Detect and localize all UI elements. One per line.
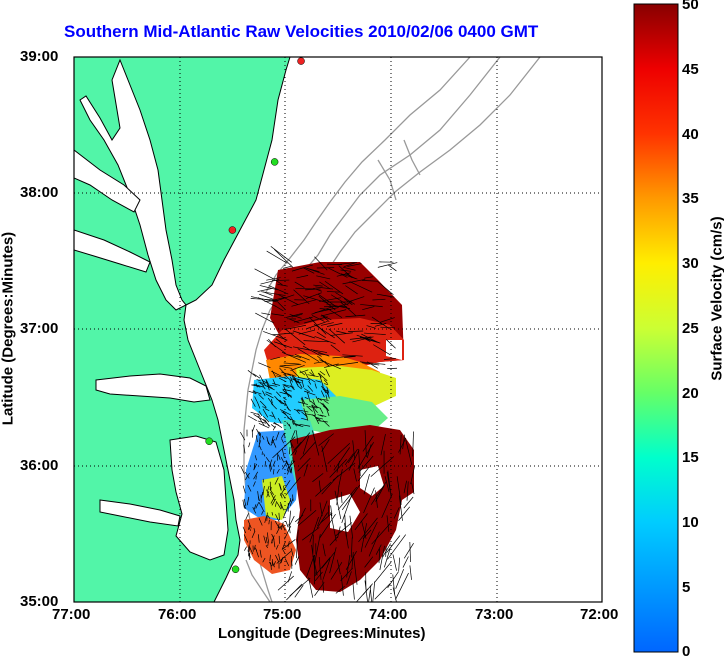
x-tick-73: 73:00 [475,606,513,623]
station-marker [298,58,305,65]
x-tick-72: 72:00 [580,606,618,623]
colorbar-label: Surface Velocity (cm/s) [709,204,724,394]
colorbar-tick: 50 [682,0,699,13]
x-tick-77: 77:00 [52,606,90,623]
colorbar-tick: 5 [682,579,690,596]
station-marker [229,227,236,234]
colorbar-tick: 25 [682,320,699,337]
x-tick-76: 76:00 [158,606,196,623]
colorbar-tick: 45 [682,61,699,78]
station-marker [232,566,239,573]
station-marker [271,158,278,165]
y-tick-37: 37:00 [20,320,58,337]
y-tick-39: 39:00 [20,48,58,65]
colorbar-tick: 20 [682,385,699,402]
station-marker [206,438,213,445]
colorbar-tick: 0 [682,643,690,660]
colorbar-tick: 40 [682,126,699,143]
colorbar-tick: 15 [682,449,699,466]
y-axis-label: Latitude (Degrees:Minutes) [0,229,17,429]
x-axis-label: Longitude (Degrees:Minutes) [218,625,426,642]
y-tick-38: 38:00 [20,184,58,201]
colorbar-tick: 10 [682,514,699,531]
colorbar-tick: 30 [682,255,699,272]
y-tick-36: 36:00 [20,457,58,474]
x-tick-75: 75:00 [263,606,301,623]
colorbar-tick: 35 [682,190,699,207]
colorbar [634,4,678,652]
x-tick-74: 74:00 [369,606,407,623]
